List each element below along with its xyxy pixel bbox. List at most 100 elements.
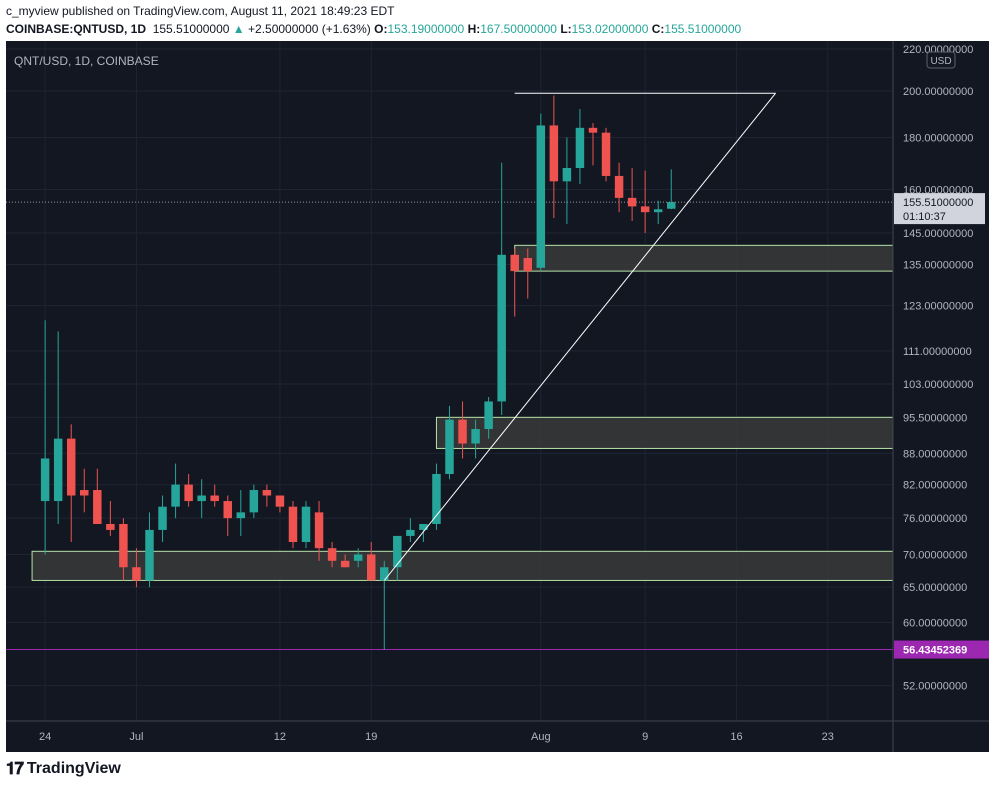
footer-brand: TradingView (26, 760, 121, 777)
candle-body (353, 554, 363, 561)
candle-body (158, 506, 167, 530)
candle-body (667, 202, 676, 209)
candle-body (497, 254, 506, 402)
y-tick-label: 103.00000000 (903, 379, 973, 391)
candle-body (575, 127, 585, 168)
candle-body (340, 560, 350, 568)
open-value: 153.19000000 (387, 22, 465, 36)
last-price-tag (894, 193, 985, 225)
countdown-label: 01:10:37 (903, 211, 946, 223)
y-tick-label: 70.00000000 (903, 549, 967, 561)
zone-rect (31, 550, 894, 581)
x-tick-label: 19 (365, 731, 377, 743)
y-tick-label: 123.00000000 (903, 301, 973, 313)
publish-info: c_myview published on TradingView.com, A… (6, 4, 395, 18)
y-tick-label: 82.00000000 (903, 480, 967, 492)
y-tick-label: 88.00000000 (903, 448, 967, 460)
candle-body (314, 512, 324, 549)
y-tick-label: 95.50000000 (903, 412, 967, 424)
price-chart[interactable]: 52.00000000 60.00000000 65.00000000 70.0000… (6, 41, 989, 752)
candle-body (627, 197, 637, 207)
y-tick-label: 145.00000000 (903, 228, 973, 240)
x-tick-label: 12 (274, 731, 286, 743)
high-value: 167.50000000 (480, 22, 557, 36)
y-tick-label: 135.00000000 (903, 260, 973, 272)
candle-body (145, 529, 154, 581)
price-value: 155.51000000 (152, 22, 230, 36)
currency-badge-box (926, 51, 956, 69)
y-tick-label: 180.00000000 (903, 133, 973, 145)
candle-body (197, 495, 206, 502)
close-value: 155.51000000 (664, 22, 742, 36)
symbol-label: COINBASE:QNTUSD, 1D (6, 22, 147, 36)
x-tick-label: Jul (129, 731, 143, 743)
y-tick-label: 65.00000000 (903, 582, 967, 594)
candle-body (588, 127, 598, 133)
y-tick-label: 52.00000000 (903, 681, 967, 693)
candle-body (288, 506, 298, 543)
currency-badge: USD (930, 56, 951, 67)
candle-body (536, 125, 546, 268)
candle-body (275, 495, 285, 507)
last-price-label: 155.51000000 (903, 197, 973, 209)
candle-body (640, 206, 650, 213)
x-tick-label: 24 (39, 731, 51, 743)
candle-body (432, 473, 441, 524)
x-tick-label: 9 (642, 731, 648, 743)
candle-body (53, 438, 63, 502)
support-level-tag (894, 640, 989, 659)
candle-body (484, 401, 493, 430)
candle-body (249, 490, 259, 513)
tradingview-logo-icon: 𝟏𝟕 (6, 759, 24, 778)
chart-panel[interactable]: 52.00000000 60.00000000 65.00000000 70.0000… (6, 41, 989, 752)
y-tick-label: 60.00000000 (903, 617, 967, 629)
candle-body (223, 501, 232, 519)
candle-body (171, 484, 180, 507)
candle-body (523, 258, 533, 272)
low-value: 153.02000000 (571, 22, 649, 36)
zone-rect (435, 416, 894, 449)
candle-body (327, 548, 337, 561)
candle-body (445, 419, 454, 474)
chart-title: QNT/USD, 1D, COINBASE (14, 54, 159, 68)
x-tick-label: 23 (822, 731, 834, 743)
low-label: L: (560, 22, 572, 36)
candle-body (562, 167, 572, 182)
candle-body (262, 490, 272, 496)
x-tick-label: 16 (730, 731, 742, 743)
candle-body (236, 512, 246, 519)
candle-body (601, 132, 611, 176)
candle-body (210, 495, 219, 502)
trend-line (383, 92, 776, 581)
candle-body (471, 429, 480, 444)
y-tick-label: 76.00000000 (903, 513, 967, 525)
candle-body (614, 175, 624, 198)
candle-body (380, 567, 389, 581)
close-label: C: (651, 22, 665, 36)
candle-body (301, 506, 311, 543)
candle-body (366, 554, 376, 581)
support-level-label: 56.43452369 (903, 645, 967, 657)
candle-body (119, 523, 128, 568)
ohlc-header: COINBASE:QNTUSD, 1D 155.51000000 ▲ +2.50… (6, 22, 741, 36)
high-label: H: (467, 22, 481, 36)
candle-body (66, 438, 76, 496)
candle-body (184, 484, 193, 502)
candle-body (549, 125, 559, 182)
open-label: O: (374, 22, 388, 36)
candle-body (419, 523, 428, 530)
y-tick-label: 111.00000000 (903, 346, 972, 358)
change-value: +2.50000000 (+1.63%) (248, 22, 371, 36)
candle-body (393, 535, 402, 568)
footer: 𝟏𝟕 TradingView (6, 759, 121, 779)
change-arrow-icon: ▲ (232, 22, 245, 36)
candle-body (40, 458, 50, 502)
candle-body (132, 567, 141, 581)
candle-body (510, 254, 519, 272)
candle-body (93, 490, 102, 524)
candle-body (458, 419, 467, 444)
candle-body (80, 490, 89, 496)
candle-body (406, 529, 415, 536)
candle-body (106, 523, 115, 530)
x-tick-label: Aug (531, 731, 551, 743)
